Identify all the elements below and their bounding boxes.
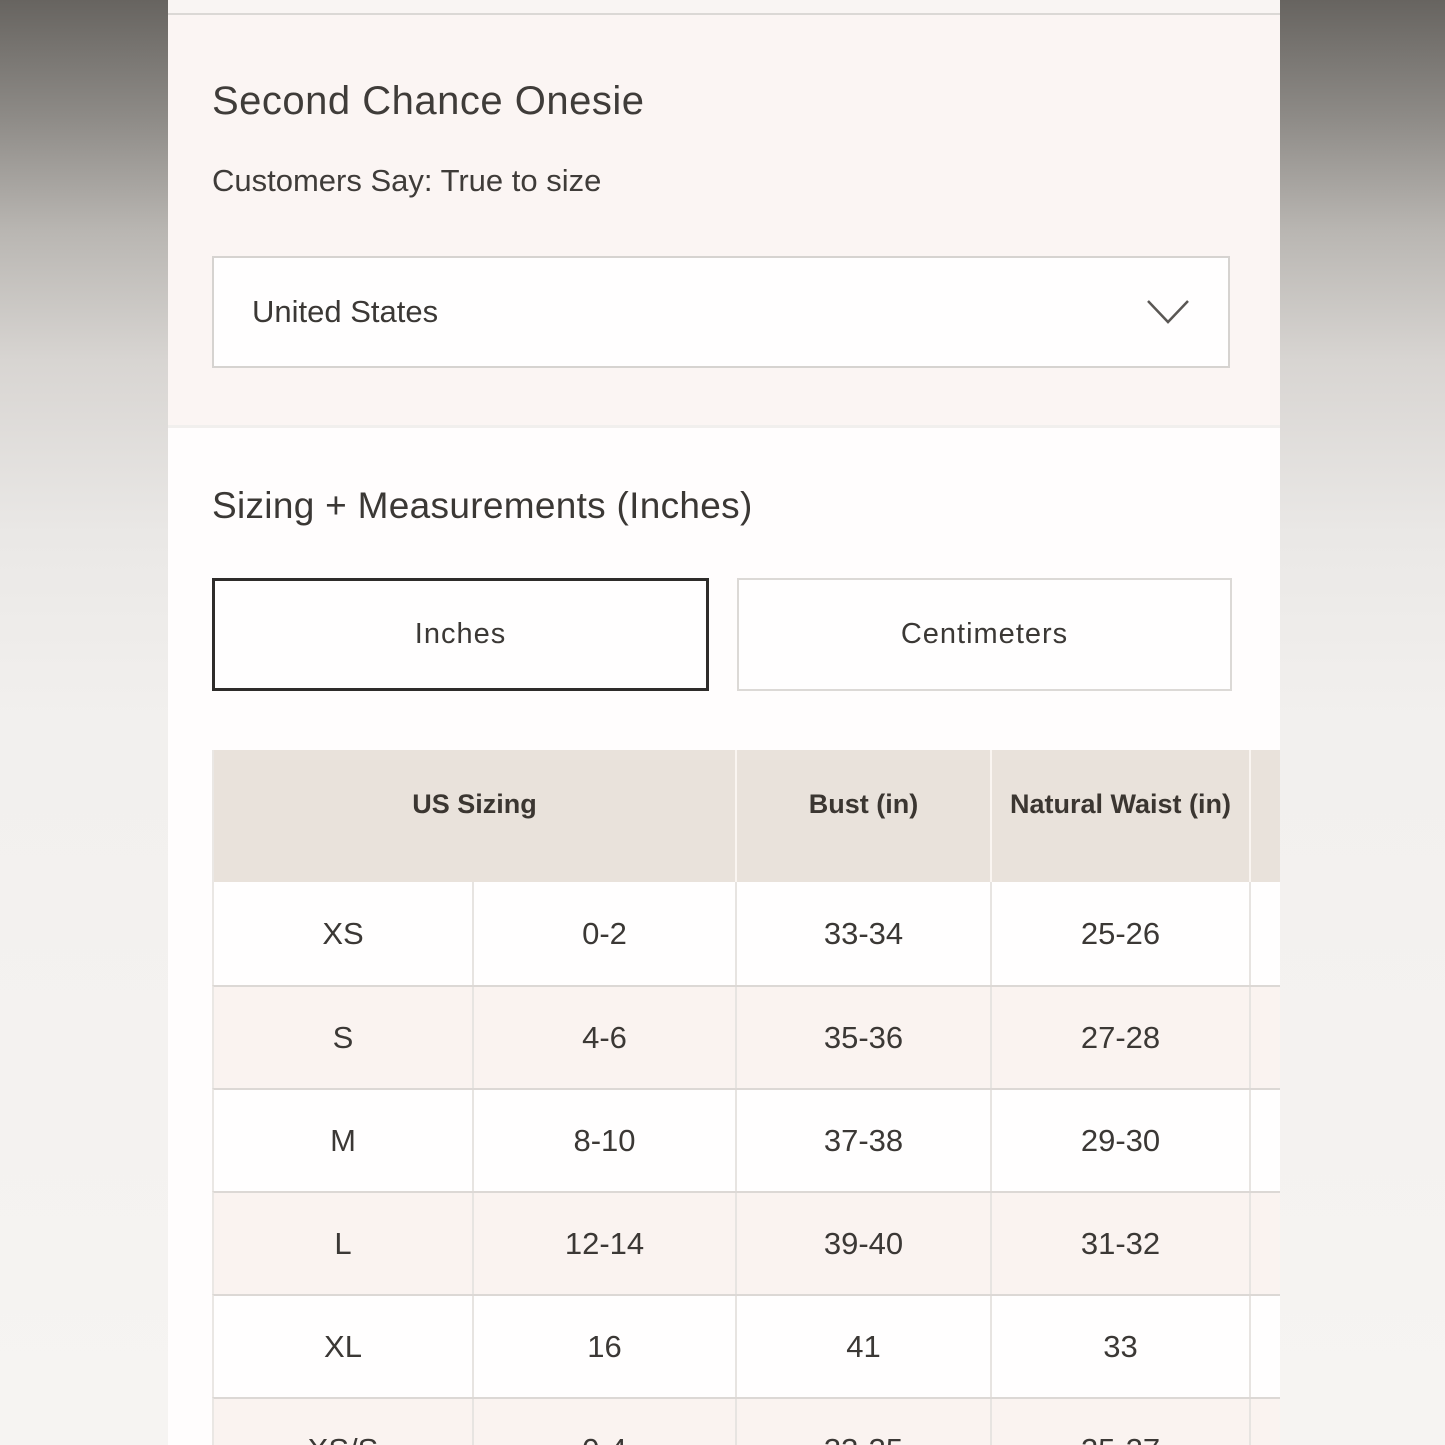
table-row: L 12-14 39-40 31-32 (212, 1191, 1280, 1294)
centimeters-button[interactable]: Centimeters (737, 578, 1232, 691)
product-title: Second Chance Onesie (212, 79, 645, 123)
country-select[interactable]: United States (212, 256, 1230, 368)
panel-top-strip (168, 0, 1280, 15)
waist-cell: 29-30 (990, 1090, 1249, 1191)
clipped-cell (1249, 882, 1280, 985)
size-table: US Sizing Bust (in) Natural Waist (in) X… (212, 750, 1280, 1445)
product-info-section: Second Chance Onesie Customers Say: True… (168, 15, 1280, 428)
header-natural-waist: Natural Waist (in) (990, 750, 1249, 882)
us-size-cell: 4-6 (472, 987, 735, 1088)
table-row: XS/S 0-4 33-35 25-27 (212, 1397, 1280, 1445)
size-cell: XL (324, 1328, 362, 1364)
country-select-value: United States (252, 294, 439, 329)
table-row: S 4-6 35-36 27-28 (212, 985, 1280, 1088)
clipped-cell (1249, 1193, 1280, 1294)
header-clipped-column (1249, 750, 1280, 882)
waist-cell: 27-28 (990, 987, 1249, 1088)
size-cell: S (332, 1019, 354, 1055)
size-cell: XS/S (214, 1399, 472, 1445)
us-size-cell: 0-4 (472, 1399, 735, 1445)
bust-cell: 39-40 (735, 1193, 990, 1294)
size-table-header: US Sizing Bust (in) Natural Waist (in) (212, 750, 1280, 882)
clipped-cell (1249, 1090, 1280, 1191)
bust-cell: 37-38 (735, 1090, 990, 1191)
sizing-section-heading: Sizing + Measurements (Inches) (212, 485, 753, 526)
us-size-cell: 0-2 (472, 882, 735, 985)
header-bust: Bust (in) (735, 750, 990, 882)
bust-cell: 33-35 (735, 1399, 990, 1445)
table-row: XS 0-2 33-34 25-26 (212, 882, 1280, 985)
size-cell: M (330, 1122, 356, 1158)
bust-cell: 33-34 (735, 882, 990, 985)
size-guide-panel: Second Chance Onesie Customers Say: True… (168, 0, 1280, 1445)
waist-cell: 25-27 (990, 1399, 1249, 1445)
unit-toggle: Inches Centimeters (212, 578, 1232, 691)
clipped-cell (1249, 1296, 1280, 1397)
clipped-cell (1249, 1399, 1280, 1445)
inches-button[interactable]: Inches (212, 578, 709, 691)
customers-say-text: Customers Say: True to size (212, 163, 602, 198)
clipped-cell (1249, 987, 1280, 1088)
waist-cell: 31-32 (990, 1193, 1249, 1294)
bust-cell: 41 (735, 1296, 990, 1397)
table-row: M 8-10 37-38 29-30 (212, 1088, 1280, 1191)
waist-cell: 33 (990, 1296, 1249, 1397)
size-cell: L (334, 1225, 352, 1261)
bust-cell: 35-36 (735, 987, 990, 1088)
size-table-body: XS 0-2 33-34 25-26 S 4-6 35-36 27-28 M 8… (212, 882, 1280, 1445)
chevron-down-icon (1146, 299, 1190, 325)
table-row: XL 16 41 33 (212, 1294, 1280, 1397)
us-size-cell: 16 (472, 1296, 735, 1397)
waist-cell: 25-26 (990, 882, 1249, 985)
us-size-cell: 12-14 (472, 1193, 735, 1294)
us-size-cell: 8-10 (472, 1090, 735, 1191)
header-us-sizing: US Sizing (412, 789, 537, 819)
size-cell: XS (322, 915, 364, 951)
